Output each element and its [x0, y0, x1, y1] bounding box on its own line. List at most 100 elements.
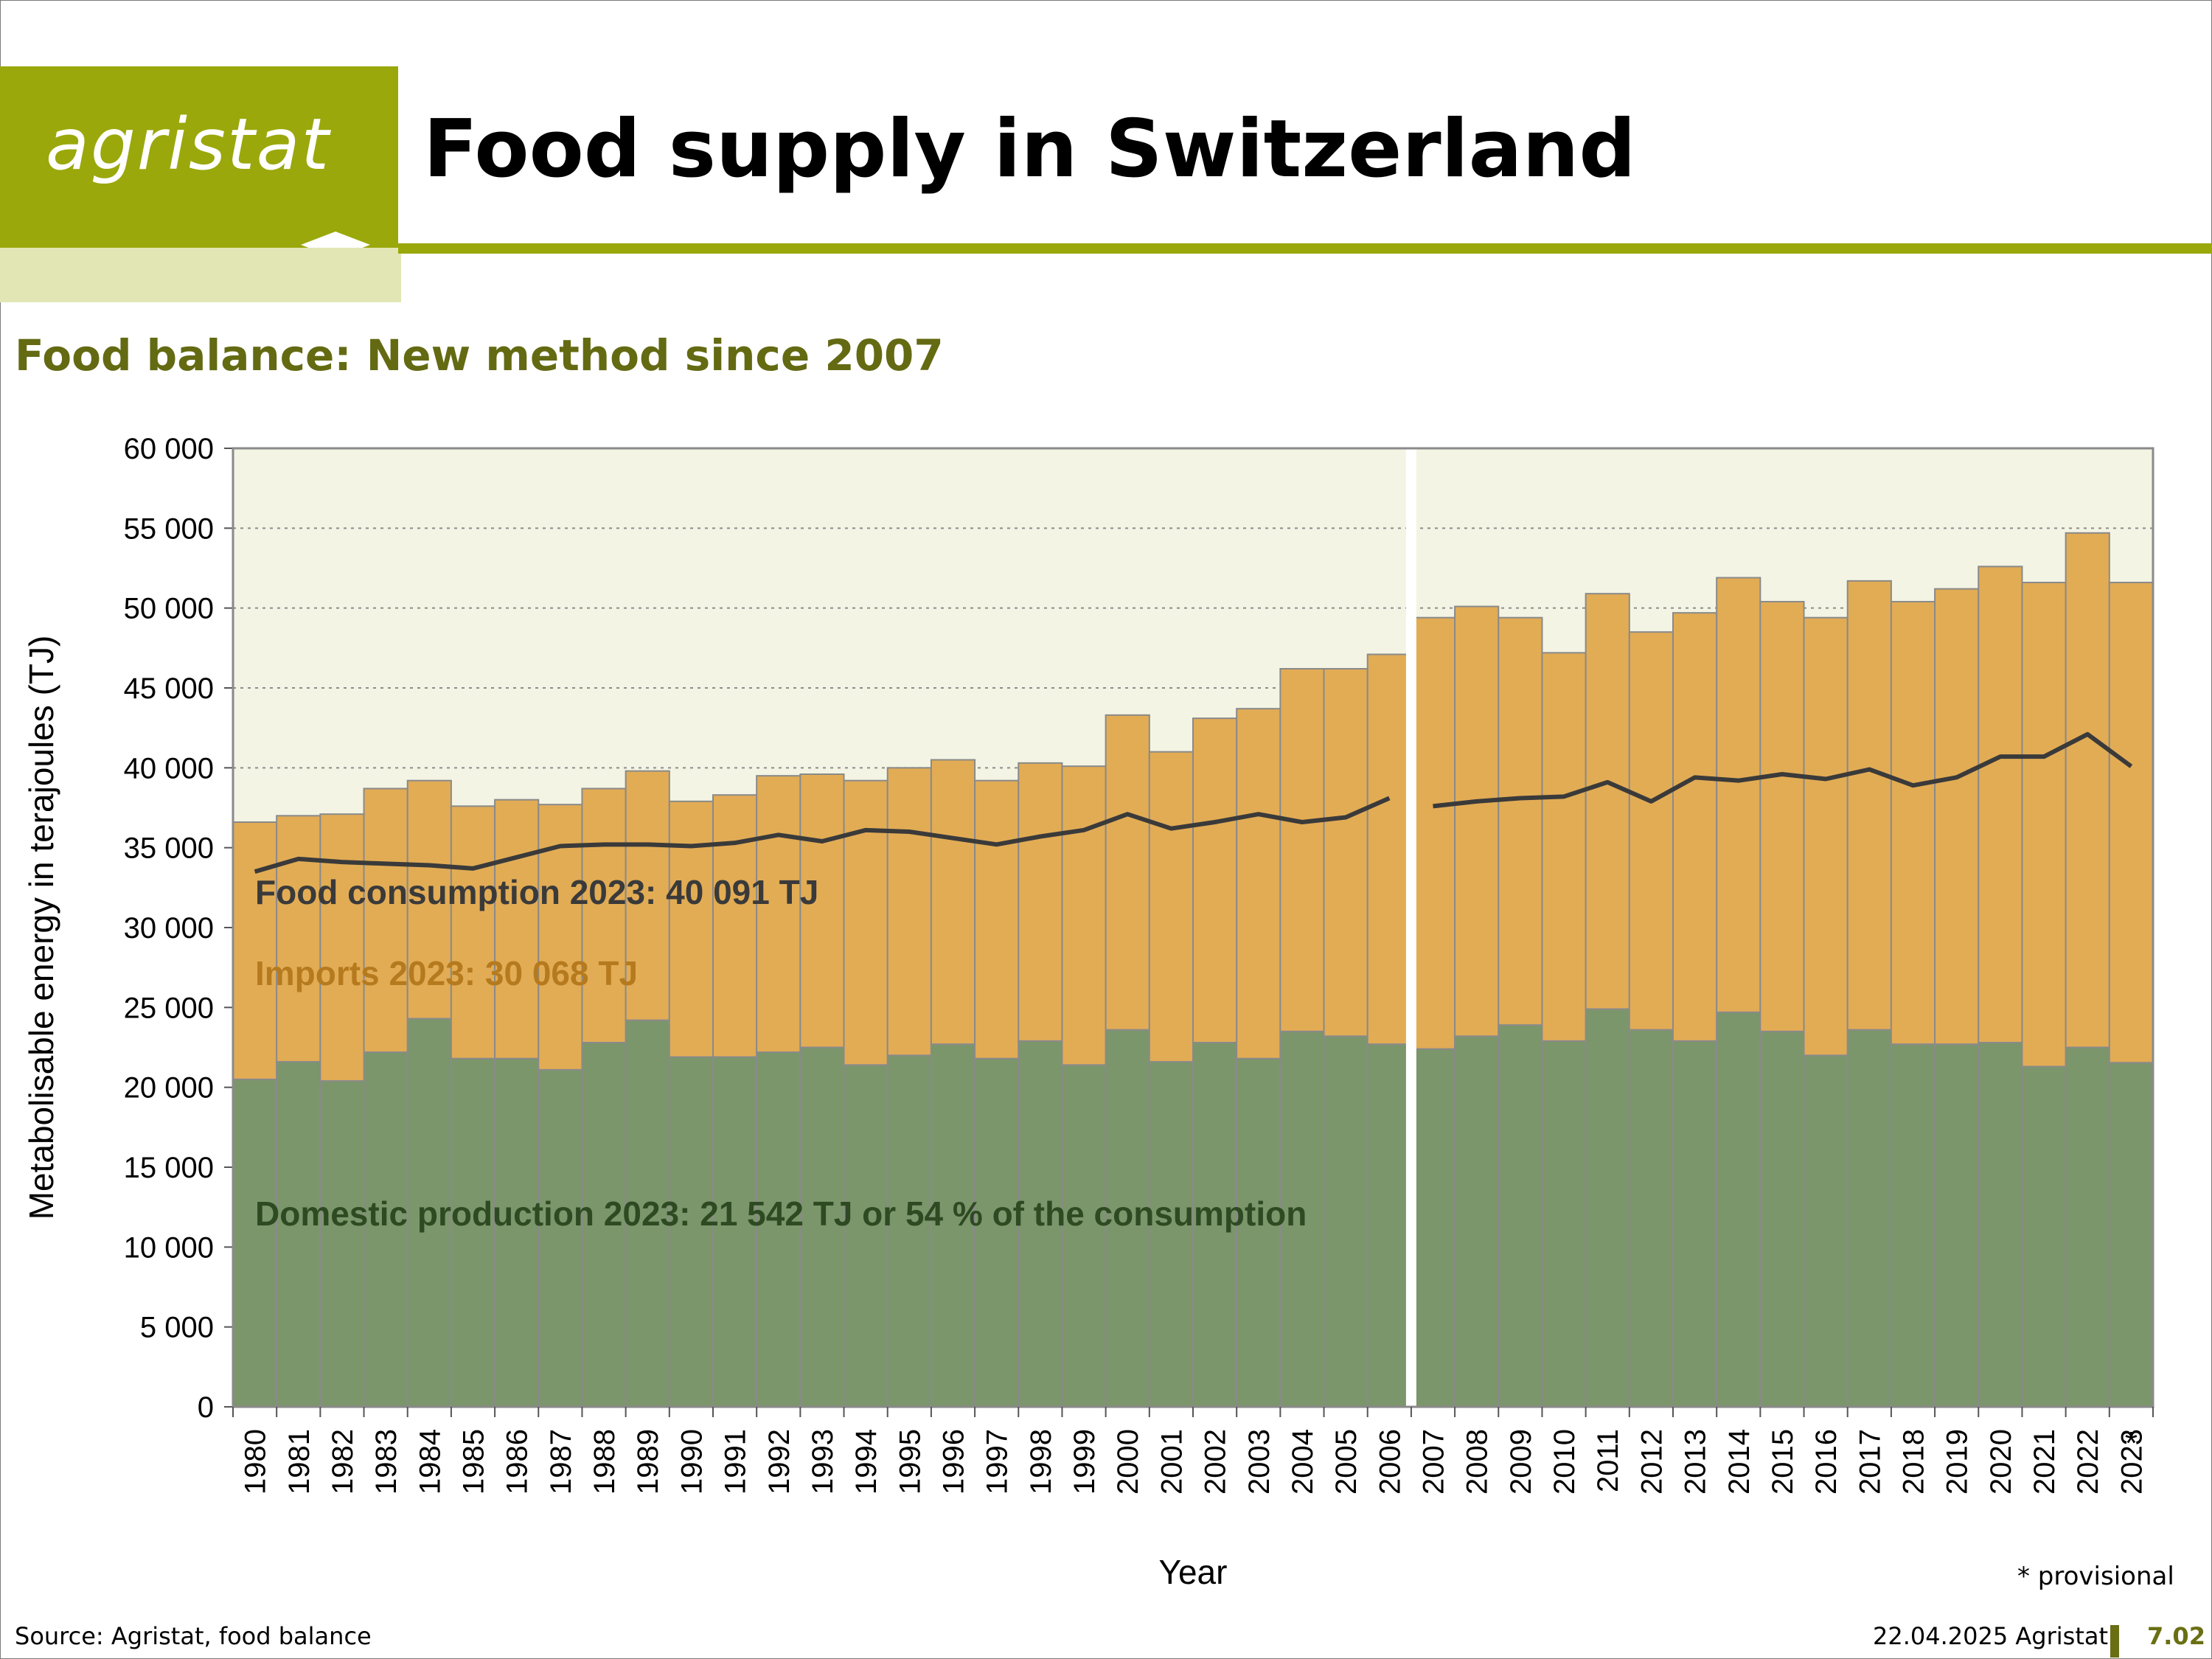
bar-imports-2007 — [1410, 616, 1456, 1050]
bar-imports-2000 — [1105, 714, 1150, 1031]
bar-domestic-1991 — [712, 1056, 758, 1408]
agristat-logo — [0, 66, 398, 283]
consumption-line-old-method — [254, 796, 1391, 874]
y-tick-label: 40 000 — [124, 752, 214, 785]
x-tick-label-1996: 1996 — [938, 1429, 970, 1495]
x-tick-label-2000: 2000 — [1112, 1429, 1144, 1495]
annotation-consumption: Food consumption 2023: 40 091 TJ — [255, 873, 818, 911]
bar-domestic-2010 — [1541, 1040, 1587, 1408]
bar-domestic-2012 — [1628, 1029, 1674, 1408]
bar-domestic-1984 — [406, 1018, 452, 1408]
bar-domestic-2014 — [1716, 1011, 1761, 1408]
x-tick-label-2010: 2010 — [1548, 1429, 1581, 1495]
bar-domestic-1994 — [843, 1064, 888, 1408]
chart-subtitle: Food balance: New method since 2007 — [15, 330, 944, 380]
bar-domestic-1995 — [886, 1054, 932, 1408]
bar-imports-1996 — [930, 759, 976, 1046]
x-tick-label-2009: 2009 — [1505, 1429, 1537, 1495]
bar-imports-1982 — [319, 813, 365, 1082]
x-tick-label-1999: 1999 — [1068, 1429, 1101, 1495]
x-tick-label-2005: 2005 — [1330, 1429, 1363, 1495]
bar-domestic-1993 — [799, 1046, 845, 1408]
bar-imports-1980 — [232, 821, 278, 1080]
bar-imports-2008 — [1454, 605, 1500, 1037]
bar-domestic-1998 — [1018, 1040, 1063, 1408]
x-tick-label-2012: 2012 — [1635, 1429, 1668, 1495]
bar-domestic-2020 — [1978, 1042, 2023, 1408]
bar-domestic-2009 — [1498, 1024, 1543, 1408]
bar-imports-1995 — [886, 767, 932, 1057]
x-tick-label-2007: 2007 — [1418, 1429, 1450, 1495]
bar-imports-2011 — [1585, 593, 1630, 1010]
x-tick-label-1986: 1986 — [501, 1429, 534, 1495]
bar-imports-1985 — [450, 805, 496, 1060]
x-tick-label-1981: 1981 — [283, 1429, 316, 1495]
y-tick-label: 55 000 — [124, 512, 214, 545]
bar-domestic-2001 — [1148, 1061, 1194, 1408]
y-tick-label: 35 000 — [124, 832, 214, 865]
provisional-note: * provisional — [2017, 1562, 2174, 1591]
bar-domestic-1999 — [1061, 1064, 1107, 1408]
logo-text: agristat — [46, 103, 331, 186]
page-title: Food supply in Switzerland — [423, 103, 1636, 195]
bar-imports-1991 — [712, 794, 758, 1058]
bar-imports-2012 — [1628, 631, 1674, 1031]
x-tick-label-1985: 1985 — [458, 1429, 490, 1495]
bar-domestic-1989 — [625, 1019, 670, 1408]
method-break-gap — [1405, 448, 1416, 1407]
provisional-marker: * — [2125, 1425, 2138, 1461]
bar-domestic-1983 — [363, 1051, 408, 1408]
x-tick-label-1984: 1984 — [414, 1429, 446, 1495]
x-tick-label-2013: 2013 — [1680, 1429, 1712, 1495]
bar-domestic-2021 — [2021, 1065, 2067, 1408]
bar-domestic-2022 — [2065, 1046, 2110, 1408]
bar-imports-2004 — [1279, 668, 1325, 1032]
bar-imports-2010 — [1541, 652, 1587, 1042]
bar-domestic-2007 — [1410, 1048, 1456, 1408]
y-tick-label: 60 000 — [124, 433, 214, 465]
bar-domestic-2015 — [1759, 1030, 1805, 1408]
y-tick-label: 45 000 — [124, 672, 214, 705]
bar-domestic-2016 — [1803, 1054, 1848, 1408]
x-tick-label-2022: 2022 — [2072, 1429, 2104, 1495]
bar-imports-2021 — [2021, 582, 2067, 1068]
bar-imports-2006 — [1366, 653, 1412, 1046]
x-tick-label-2004: 2004 — [1287, 1429, 1319, 1495]
x-tick-label-1980: 1980 — [240, 1429, 272, 1495]
bar-imports-2002 — [1192, 717, 1238, 1044]
x-tick-label-1998: 1998 — [1025, 1429, 1057, 1495]
bar-domestic-1982 — [319, 1080, 365, 1408]
bar-imports-1981 — [276, 815, 321, 1063]
bar-imports-2019 — [1934, 588, 1980, 1046]
bar-imports-2001 — [1148, 751, 1194, 1063]
x-tick-label-1988: 1988 — [588, 1429, 621, 1495]
bar-domestic-1987 — [538, 1068, 583, 1408]
header-rule — [398, 243, 2212, 254]
bar-domestic-2005 — [1323, 1035, 1368, 1408]
x-tick-label-2002: 2002 — [1200, 1429, 1232, 1495]
x-tick-label-1983: 1983 — [370, 1429, 403, 1495]
x-tick-label-1982: 1982 — [327, 1429, 359, 1495]
y-tick-label: 10 000 — [124, 1231, 214, 1264]
y-tick-label: 50 000 — [124, 593, 214, 625]
x-tick-label-2008: 2008 — [1461, 1429, 1494, 1495]
x-tick-label-2016: 2016 — [1810, 1429, 1843, 1495]
y-tick-label: 0 — [198, 1391, 214, 1424]
bar-imports-1999 — [1061, 765, 1107, 1066]
x-tick-label-2020: 2020 — [1985, 1429, 2017, 1495]
x-tick-label-1993: 1993 — [807, 1429, 839, 1495]
x-tick-label-2018: 2018 — [1898, 1429, 1930, 1495]
bar-imports-1993 — [799, 773, 845, 1048]
bar-domestic-2013 — [1672, 1040, 1718, 1408]
y-tick-label: 25 000 — [124, 992, 214, 1024]
x-tick-label-2014: 2014 — [1723, 1429, 1756, 1495]
x-axis-title: Year — [1159, 1553, 1228, 1591]
bar-domestic-2002 — [1192, 1042, 1238, 1408]
x-tick-label-2015: 2015 — [1767, 1429, 1799, 1495]
annotation-domestic: Domestic production 2023: 21 542 TJ or 5… — [255, 1194, 1307, 1233]
bar-domestic-2006 — [1366, 1043, 1412, 1408]
bar-domestic-1988 — [581, 1042, 627, 1408]
footer-divider — [2110, 1625, 2119, 1658]
bar-imports-2015 — [1759, 601, 1805, 1032]
